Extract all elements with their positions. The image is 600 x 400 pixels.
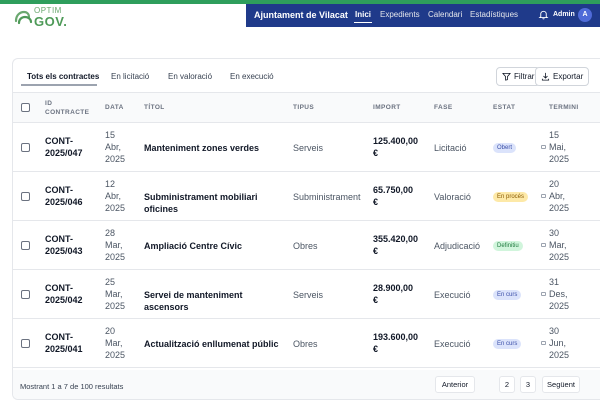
contract-id[interactable]: CONT- 2025/042 <box>45 283 83 305</box>
contract-deadline: 31 Des, 2025 <box>541 276 599 312</box>
calendar-icon <box>541 145 546 149</box>
contract-type: Subministrament <box>293 192 361 202</box>
contract-tabs: Tots els contractes En licitació En valo… <box>13 59 600 93</box>
contract-date: 12 Abr, 2025 <box>105 179 126 213</box>
previous-page-button[interactable]: Anterior <box>435 376 475 393</box>
table-row[interactable]: CONT- 2025/047 15 Abr, 2025 Manteniment zones… <box>13 123 600 172</box>
nav-link-estadistiques[interactable]: Estadístiques <box>470 10 519 19</box>
status-badge: En curs <box>493 290 522 300</box>
row-select-checkbox[interactable] <box>21 290 30 299</box>
header-contract-id[interactable]: ID CONTRACTE <box>45 100 90 116</box>
table-row[interactable]: CONT- 2025/041 20 Mar, 2025 Actualització enl… <box>13 319 600 368</box>
contract-amount: 193.600,00 € <box>373 332 419 354</box>
filter-label: Filtrar <box>514 72 535 81</box>
contracts-card: Tots els contractes En licitació En valo… <box>12 58 600 400</box>
filter-button[interactable]: Filtrar <box>496 67 541 86</box>
status-badge: Definitiu <box>493 241 523 251</box>
table-row[interactable]: CONT- 2025/046 12 Abr, 2025 Subministrament m… <box>13 172 600 221</box>
optim-gov-logo[interactable]: OPTIM GOV. <box>14 6 74 30</box>
logo-mark-icon <box>14 10 33 25</box>
contract-type: Obres <box>293 339 318 349</box>
header-phase[interactable]: FASE <box>434 104 453 111</box>
contract-date: 15 Abr, 2025 <box>105 130 126 164</box>
contract-phase: Execució <box>434 339 471 349</box>
contract-title[interactable]: Manteniment zones verdes <box>144 143 260 153</box>
contract-title[interactable]: Ampliació Centre Cívic <box>144 241 243 251</box>
logo-text-small: OPTIM <box>34 6 62 15</box>
tab-in-evaluation[interactable]: En valoració <box>168 72 213 81</box>
header-status[interactable]: ESTAT <box>493 104 516 111</box>
tab-in-tender[interactable]: En licitació <box>111 72 150 81</box>
contract-deadline: 20 Abr, 2025 <box>541 178 599 214</box>
calendar-icon <box>541 243 546 247</box>
select-all-checkbox[interactable] <box>21 103 30 112</box>
calendar-icon <box>541 292 546 296</box>
status-badge: En curs <box>493 339 522 349</box>
row-select-checkbox[interactable] <box>21 339 30 348</box>
row-select-checkbox[interactable] <box>21 241 30 250</box>
calendar-icon <box>541 194 546 198</box>
contract-id[interactable]: CONT- 2025/047 <box>45 136 83 158</box>
contract-phase: Execució <box>434 290 471 300</box>
contract-title[interactable]: Servei de manteniment ascensors <box>144 290 243 312</box>
contract-type: Obres <box>293 241 318 251</box>
contract-deadline: 30 Mar, 2025 <box>541 227 599 263</box>
page-3-button[interactable]: 3 <box>520 376 536 393</box>
results-summary: Mostrant 1 a 7 de 100 resultats <box>20 382 124 391</box>
nav-link-inici[interactable]: Inici <box>355 10 372 19</box>
user-name[interactable]: Admin <box>553 11 575 18</box>
calendar-icon <box>541 341 546 345</box>
header-amount[interactable]: IMPORT <box>373 104 401 111</box>
table-row[interactable]: CONT- 2025/042 25 Mar, 2025 Servei de manteni… <box>13 270 600 319</box>
brand-strip <box>0 0 600 4</box>
avatar[interactable]: A <box>578 8 592 22</box>
logo-text-big: GOV. <box>34 14 68 29</box>
nav-link-expedients[interactable]: Expedients <box>380 10 420 19</box>
contract-deadline: 15 Mai, 2025 <box>541 129 599 165</box>
page-2-button[interactable]: 2 <box>499 376 515 393</box>
contract-type: Serveis <box>293 290 324 300</box>
contract-deadline: 30 Jun, 2025 <box>541 325 599 361</box>
contract-phase: Valoració <box>434 192 471 202</box>
pagination-bar: Mostrant 1 a 7 de 100 resultats Anterior… <box>13 370 600 399</box>
contract-phase: Adjudicació <box>434 241 481 251</box>
contract-title[interactable]: Subministrament mobiliari oficines <box>144 192 258 214</box>
status-badge: Obert <box>493 143 517 153</box>
bell-icon[interactable] <box>538 9 549 20</box>
next-page-button[interactable]: Següent <box>542 376 580 393</box>
tab-all-contracts[interactable]: Tots els contractes <box>27 72 100 81</box>
table-header: ID CONTRACTE DATA TÍTOL TIPUS IMPORT FAS… <box>13 93 600 123</box>
download-icon <box>541 72 550 81</box>
contract-date: 20 Mar, 2025 <box>105 326 126 360</box>
contract-phase: Licitació <box>434 143 467 153</box>
top-navbar: Ajuntament de Vilacat Inici Expedients C… <box>246 4 600 27</box>
table-row[interactable]: CONT- 2025/043 28 Mar, 2025 Ampliació Centre … <box>13 221 600 270</box>
filter-icon <box>502 72 511 81</box>
row-select-checkbox[interactable] <box>21 192 30 201</box>
contract-id[interactable]: CONT- 2025/046 <box>45 185 83 207</box>
contract-title[interactable]: Actualització enllumenat públic <box>144 339 279 349</box>
contract-date: 28 Mar, 2025 <box>105 228 126 262</box>
header-deadline[interactable]: TERMINI <box>549 104 579 111</box>
export-label: Exportar <box>553 72 584 81</box>
contract-id[interactable]: CONT- 2025/041 <box>45 332 83 354</box>
municipality-title: Ajuntament de Vilacat <box>254 10 348 20</box>
contract-type: Serveis <box>293 143 324 153</box>
active-tab-indicator <box>21 84 97 86</box>
row-select-checkbox[interactable] <box>21 143 30 152</box>
header-date[interactable]: DATA <box>105 104 124 111</box>
tab-in-execution[interactable]: En execució <box>230 72 274 81</box>
export-button[interactable]: Exportar <box>535 67 590 86</box>
active-nav-indicator <box>354 22 372 23</box>
contract-amount: 28.900,00 € <box>373 283 414 305</box>
contract-amount: 355.420,00 € <box>373 234 419 256</box>
contract-id[interactable]: CONT- 2025/043 <box>45 234 83 256</box>
contract-date: 25 Mar, 2025 <box>105 277 126 311</box>
status-badge: En procés <box>493 192 529 202</box>
nav-link-calendari[interactable]: Calendari <box>428 10 463 19</box>
contract-amount: 65.750,00 € <box>373 185 414 207</box>
contract-amount: 125.400,00 € <box>373 136 419 158</box>
header-title[interactable]: TÍTOL <box>144 104 165 111</box>
header-type[interactable]: TIPUS <box>293 104 315 111</box>
